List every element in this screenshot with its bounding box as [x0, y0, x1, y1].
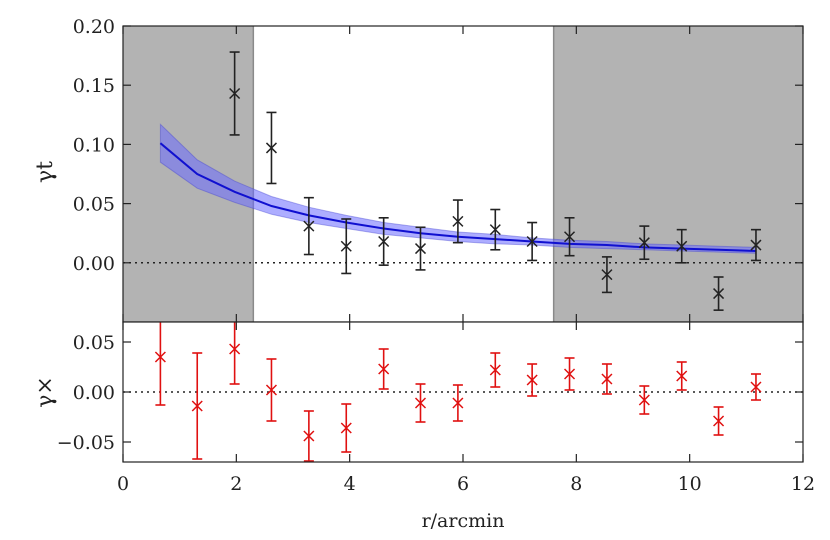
gamma-t-point-15	[750, 228, 762, 262]
gamma-t-point-6	[414, 226, 427, 271]
x-marker	[564, 231, 576, 243]
x-marker	[638, 394, 650, 406]
x-marker	[340, 422, 352, 434]
gamma-cross-point-6	[340, 403, 352, 453]
gamma-t-point-13	[676, 228, 688, 264]
x-marker	[340, 240, 352, 252]
excluded-region-2	[553, 26, 803, 322]
x-marker	[676, 240, 688, 252]
gamma-t-point-11	[601, 256, 613, 294]
plot-area-bottom	[123, 322, 803, 462]
x-marker	[452, 397, 464, 409]
gamma-cross-point-15	[676, 361, 688, 391]
gamma-t-point-10	[564, 217, 576, 257]
y-axis-label-gamma-t: γt	[33, 161, 58, 183]
y-tick-label-top: 0.15	[73, 75, 115, 97]
x-marker	[713, 288, 725, 300]
gamma-cross-point-14	[638, 385, 650, 415]
y-tick-label-top: 0.10	[73, 134, 115, 156]
gamma-cross-points	[154, 322, 762, 462]
gamma-t-point-9	[526, 221, 538, 262]
x-axis-label: r/arcmin	[422, 510, 505, 532]
bottom-panel-gamma-cross: 0.05 0.00 −0.050 2 4 6 8 10 12	[57, 321, 815, 495]
x-marker	[229, 87, 241, 100]
gamma-cross-point-17	[750, 373, 762, 401]
y-axis-label-gamma-cross: γ×	[33, 376, 58, 408]
gamma-t-point-3	[303, 196, 315, 256]
x-tick-label: 0	[117, 473, 129, 495]
x-marker	[564, 368, 576, 380]
x-marker	[229, 343, 241, 355]
gamma-cross-point-16	[713, 406, 725, 436]
x-marker	[526, 235, 538, 248]
gamma-t-point-14	[713, 276, 725, 311]
gamma-t-point-12	[638, 225, 650, 261]
gamma-cross-point-5	[303, 410, 315, 462]
x-marker	[601, 269, 613, 281]
gamma-cross-point-8	[414, 383, 427, 423]
x-marker	[378, 235, 390, 248]
x-tick-label: 10	[678, 473, 702, 495]
x-marker	[191, 400, 203, 412]
x-marker	[303, 430, 315, 442]
top-panel-gamma-t: 0.20 0.15 0.10 0.05 0.00	[73, 16, 804, 323]
gamma-t-point-4	[340, 218, 352, 275]
x-marker	[526, 374, 538, 386]
gamma-cross-point-7	[378, 348, 390, 390]
gamma-t-points	[229, 51, 762, 311]
gamma-t-point-2	[265, 111, 277, 185]
gamma-cross-point-1	[154, 322, 166, 406]
x-tick-label: 4	[344, 473, 356, 495]
x-marker	[750, 381, 762, 393]
x-marker	[638, 237, 650, 249]
x-marker	[750, 239, 762, 251]
y-tick-label-top: 0.00	[73, 253, 115, 275]
gamma-cross-point-9	[452, 384, 464, 422]
gamma-cross-point-10	[489, 352, 501, 388]
x-marker	[452, 215, 464, 227]
x-marker	[378, 363, 390, 375]
x-marker	[154, 351, 166, 363]
gamma-t-point-7	[452, 199, 464, 244]
x-marker	[489, 364, 501, 376]
x-marker	[601, 373, 613, 385]
gamma-cross-point-2	[191, 352, 203, 460]
x-marker	[303, 220, 315, 232]
gamma-cross-point-11	[526, 363, 538, 397]
x-marker	[265, 142, 277, 154]
x-tick-label: 8	[570, 473, 582, 495]
y-tick-label-top: 0.05	[73, 194, 115, 216]
y-tick-label-bottom: −0.05	[57, 432, 115, 454]
x-marker	[414, 397, 427, 409]
y-tick-label-bottom: 0.05	[73, 332, 115, 354]
gamma-cross-point-3	[229, 322, 241, 385]
gamma-cross-point-12	[564, 357, 576, 391]
x-marker	[414, 243, 427, 255]
x-tick-label: 12	[791, 473, 815, 495]
x-marker	[676, 370, 688, 382]
x-marker	[489, 224, 501, 236]
x-marker	[713, 415, 725, 427]
gamma-t-point-8	[489, 208, 501, 251]
x-tick-label: 6	[457, 473, 469, 495]
gamma-t-point-5	[378, 217, 390, 266]
gamma-cross-point-4	[265, 358, 277, 422]
x-tick-label: 2	[230, 473, 242, 495]
x-marker	[265, 384, 277, 396]
gamma-cross-point-13	[601, 363, 613, 395]
y-tick-label-bottom: 0.00	[73, 382, 115, 404]
gamma-t-point-1	[229, 51, 241, 136]
y-tick-label-top: 0.20	[73, 16, 115, 38]
